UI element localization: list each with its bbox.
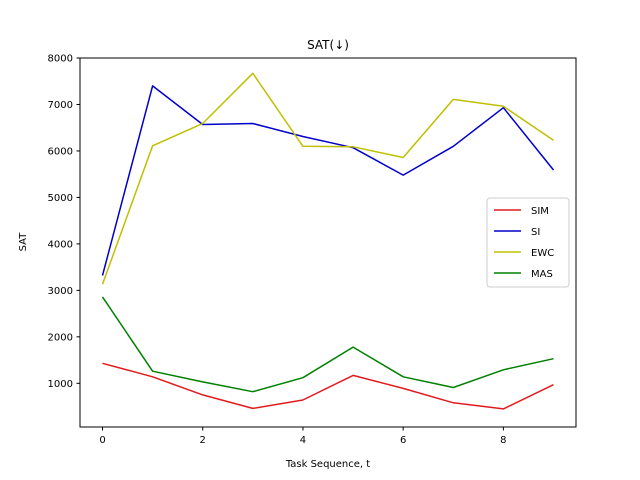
x-tick-label: 8 xyxy=(500,435,506,446)
legend: SIM SI EWC MAS xyxy=(486,197,570,288)
y-tick-label: 7000 xyxy=(48,100,73,111)
series-line-ewc xyxy=(101,72,554,285)
chart-title: SAT(↓) xyxy=(307,38,349,52)
series-line-mas xyxy=(101,296,554,393)
x-tick-label: 6 xyxy=(400,435,406,446)
x-tick-label: 0 xyxy=(99,435,105,446)
y-axis: 1000 2000 3000 4000 5000 6000 7000 8000 xyxy=(48,54,80,390)
series-line-si xyxy=(101,85,555,276)
y-tick-label: 2000 xyxy=(48,332,73,343)
y-tick-label: 3000 xyxy=(48,286,73,297)
legend-label-ewc: EWC xyxy=(531,248,554,259)
series-line-sim xyxy=(102,362,554,410)
plot-frame xyxy=(79,57,577,428)
x-axis-title: Task Sequence, t xyxy=(285,459,370,470)
y-tick-label: 1000 xyxy=(48,379,73,390)
legend-label-mas: MAS xyxy=(531,269,553,280)
y-tick-label: 4000 xyxy=(48,239,73,250)
plot-area xyxy=(101,72,555,410)
x-tick-label: 4 xyxy=(300,435,306,446)
legend-label-sim: SIM xyxy=(531,206,549,217)
x-axis: 0 2 4 6 8 xyxy=(99,427,507,446)
y-tick-label: 6000 xyxy=(48,146,73,157)
legend-box xyxy=(486,197,570,288)
legend-label-si: SI xyxy=(531,227,540,238)
x-tick-label: 2 xyxy=(200,435,206,446)
y-tick-label: 8000 xyxy=(48,54,73,65)
y-tick-label: 5000 xyxy=(48,193,73,204)
y-axis-title: SAT xyxy=(18,232,29,252)
